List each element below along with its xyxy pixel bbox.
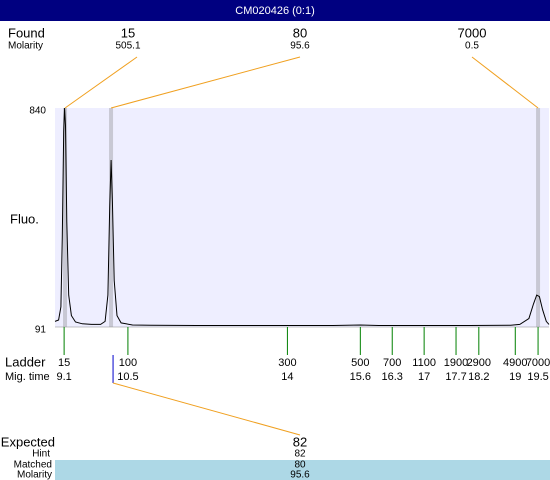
ladder-size: 300 [278,357,296,369]
found-size: 15 [121,25,135,40]
found-molarity-label: Molarity [8,41,43,52]
found-label: Found [8,25,45,40]
ladder-size: 2900 [467,357,491,369]
peak-connector [110,56,301,109]
ladder-size: 1100 [412,357,436,369]
ladder-time: 9.1 [56,371,71,383]
ladder-time: 10.5 [117,371,138,383]
ladder-time: 16.3 [382,371,403,383]
title: CM020426 (0:1) [235,5,315,17]
ladder-time: 19.5 [527,371,548,383]
expected-value: 82 [293,434,307,449]
molarity-label: Molarity [17,470,52,480]
ladder-size: 4900 [503,357,527,369]
matched-highlight [55,460,550,480]
ladder-label: Ladder [5,354,46,369]
plot-area [55,108,549,327]
trace [54,107,550,326]
found-molarity: 505.1 [115,41,140,52]
ladder-time: 18.2 [468,371,489,383]
ladder-time: 17.7 [445,371,466,383]
matched-value: 80 [294,460,306,471]
hint-value: 82 [294,449,306,460]
ladder-time: 19 [509,371,521,383]
ladder-time: 14 [281,371,293,383]
matched-label: Matched [14,460,52,471]
found-molarity: 0.5 [465,41,479,52]
found-size: 80 [293,25,307,40]
y-tick-label: 840 [29,106,46,117]
ladder-size: 100 [119,357,137,369]
peak-connector [64,56,138,109]
molarity-value: 95.6 [290,470,310,480]
ladder-size: 15 [58,357,70,369]
mig-time-label: Mig. time [5,371,50,383]
ladder-size: 500 [351,357,369,369]
peak-band [63,108,68,327]
peak-connector [471,56,539,109]
ladder-time: 15.6 [350,371,371,383]
ladder-size: 700 [383,357,401,369]
hint-label: Hint [32,449,50,460]
y-axis-label: Fluo. [10,211,39,226]
found-size: 7000 [458,25,487,40]
title-bar [0,0,550,21]
ladder-size: 1900 [444,357,468,369]
peak-band [109,108,114,327]
y-tick-label: 91 [35,325,47,336]
expected-label: Expected [1,434,55,449]
expected-connector [112,382,301,436]
peak-band [536,108,541,327]
ladder-time: 17 [418,371,430,383]
found-molarity: 95.6 [290,41,310,52]
ladder-size: 7000 [526,357,550,369]
